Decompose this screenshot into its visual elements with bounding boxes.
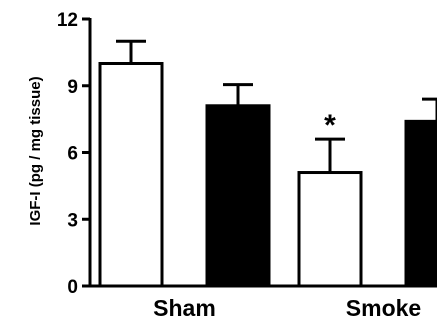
x-tick-label: Smoke [346, 295, 421, 321]
y-tick-label: 3 [67, 210, 78, 231]
y-tick-label: 9 [67, 77, 78, 98]
chart-marks: 0 3 6 9 12 Sham Smoke * [57, 10, 437, 321]
y-tick-label: 6 [67, 144, 78, 165]
y-tick-label: 12 [57, 10, 78, 31]
bar [98, 62, 164, 288]
y-tick-label: 0 [67, 277, 78, 298]
y-axis-label: IGF-I (pg / mg tissue) [27, 76, 44, 225]
bar [297, 171, 363, 288]
x-tick-label: Sham [153, 295, 216, 321]
significance-marker: * [324, 109, 336, 142]
bar [404, 119, 437, 288]
bar [205, 104, 271, 288]
